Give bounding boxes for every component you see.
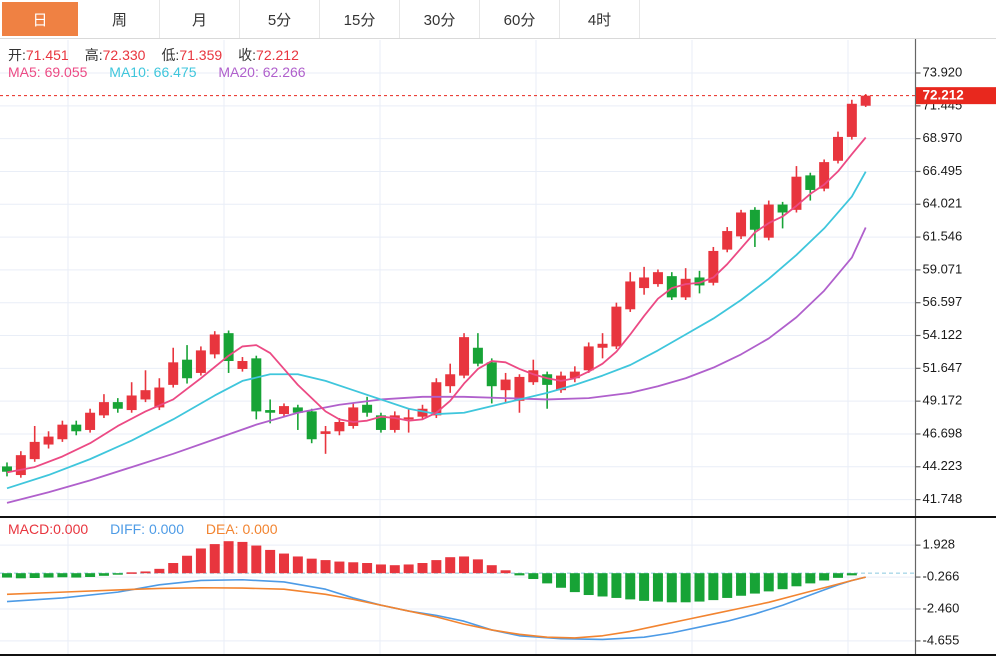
svg-text:61.546: 61.546 xyxy=(923,229,963,244)
svg-text:66.495: 66.495 xyxy=(923,163,963,178)
ma20-legend: MA20: 62.266 xyxy=(218,64,306,80)
ma-row: MA5: 69.055 MA10: 66.475 MA20: 62.266 xyxy=(8,64,324,80)
svg-text:59.071: 59.071 xyxy=(923,261,963,276)
low-value: 71.359 xyxy=(179,47,223,63)
svg-text:72.212: 72.212 xyxy=(923,88,964,103)
close-label: 收: xyxy=(238,47,257,63)
svg-text:-4.655: -4.655 xyxy=(923,632,960,647)
ma5-legend: MA5: 69.055 xyxy=(8,64,88,80)
tab-m15[interactable]: 15分 xyxy=(320,0,400,38)
candle-series xyxy=(2,94,871,478)
svg-text:-2.460: -2.460 xyxy=(923,600,960,615)
low-label: 低: xyxy=(161,47,180,63)
close-value: 72.212 xyxy=(256,47,299,63)
svg-text:73.920: 73.920 xyxy=(923,64,963,79)
price-grid xyxy=(0,40,915,654)
tab-month[interactable]: 月 xyxy=(160,0,240,38)
macd-row: MACD:0.000 DIFF: 0.000 DEA: 0.000 xyxy=(8,521,296,537)
svg-text:41.748: 41.748 xyxy=(923,491,963,506)
open-value: 71.451 xyxy=(25,47,69,63)
svg-text:64.021: 64.021 xyxy=(923,196,963,211)
svg-text:1.928: 1.928 xyxy=(923,537,956,552)
tab-bar: 日周月 5分 15分 30分 60分 4时 xyxy=(0,0,996,39)
diff-legend: DIFF: 0.000 xyxy=(110,521,184,537)
ohlc-row: 开:71.451 高:72.330 低:71.359 收:72.212 xyxy=(8,45,315,65)
svg-text:49.172: 49.172 xyxy=(923,393,963,408)
svg-text:46.698: 46.698 xyxy=(923,425,963,440)
tab-week[interactable]: 周 xyxy=(80,0,160,38)
svg-text:56.597: 56.597 xyxy=(923,294,963,309)
dea-line xyxy=(6,576,866,639)
price-axis: 73.92071.44568.97066.49564.02161.54659.0… xyxy=(914,39,963,655)
ma10-legend: MA10: 66.475 xyxy=(109,64,197,80)
ma10-line xyxy=(6,171,867,490)
ma-lines xyxy=(6,136,867,504)
svg-text:51.647: 51.647 xyxy=(923,360,963,375)
dea-legend: DEA: 0.000 xyxy=(205,521,278,537)
high-label: 高: xyxy=(84,47,103,63)
ma20-line xyxy=(6,227,867,504)
tab-m5[interactable]: 5分 xyxy=(240,0,320,38)
svg-text:54.122: 54.122 xyxy=(923,327,963,342)
macd-legend: MACD:0.000 xyxy=(8,521,89,537)
svg-text:68.970: 68.970 xyxy=(923,130,963,145)
svg-text:44.223: 44.223 xyxy=(923,458,963,473)
macd-lines xyxy=(6,576,866,641)
tab-h4[interactable]: 4时 xyxy=(560,0,640,38)
tab-day[interactable]: 日 xyxy=(0,0,80,38)
panel-dividers xyxy=(0,516,996,656)
open-label: 开: xyxy=(8,47,26,63)
tab-m30[interactable]: 30分 xyxy=(400,0,480,38)
svg-text:-0.266: -0.266 xyxy=(923,569,960,584)
diff-line xyxy=(6,576,866,641)
macd-histogram xyxy=(2,541,857,603)
current-price-badge: 72.212 xyxy=(916,87,996,105)
tab-m60[interactable]: 60分 xyxy=(480,0,560,38)
high-value: 72.330 xyxy=(102,47,146,63)
macd-axis: 1.928 -0.266 -2.460 -4.655 xyxy=(915,537,960,647)
ma5-line xyxy=(6,136,867,474)
